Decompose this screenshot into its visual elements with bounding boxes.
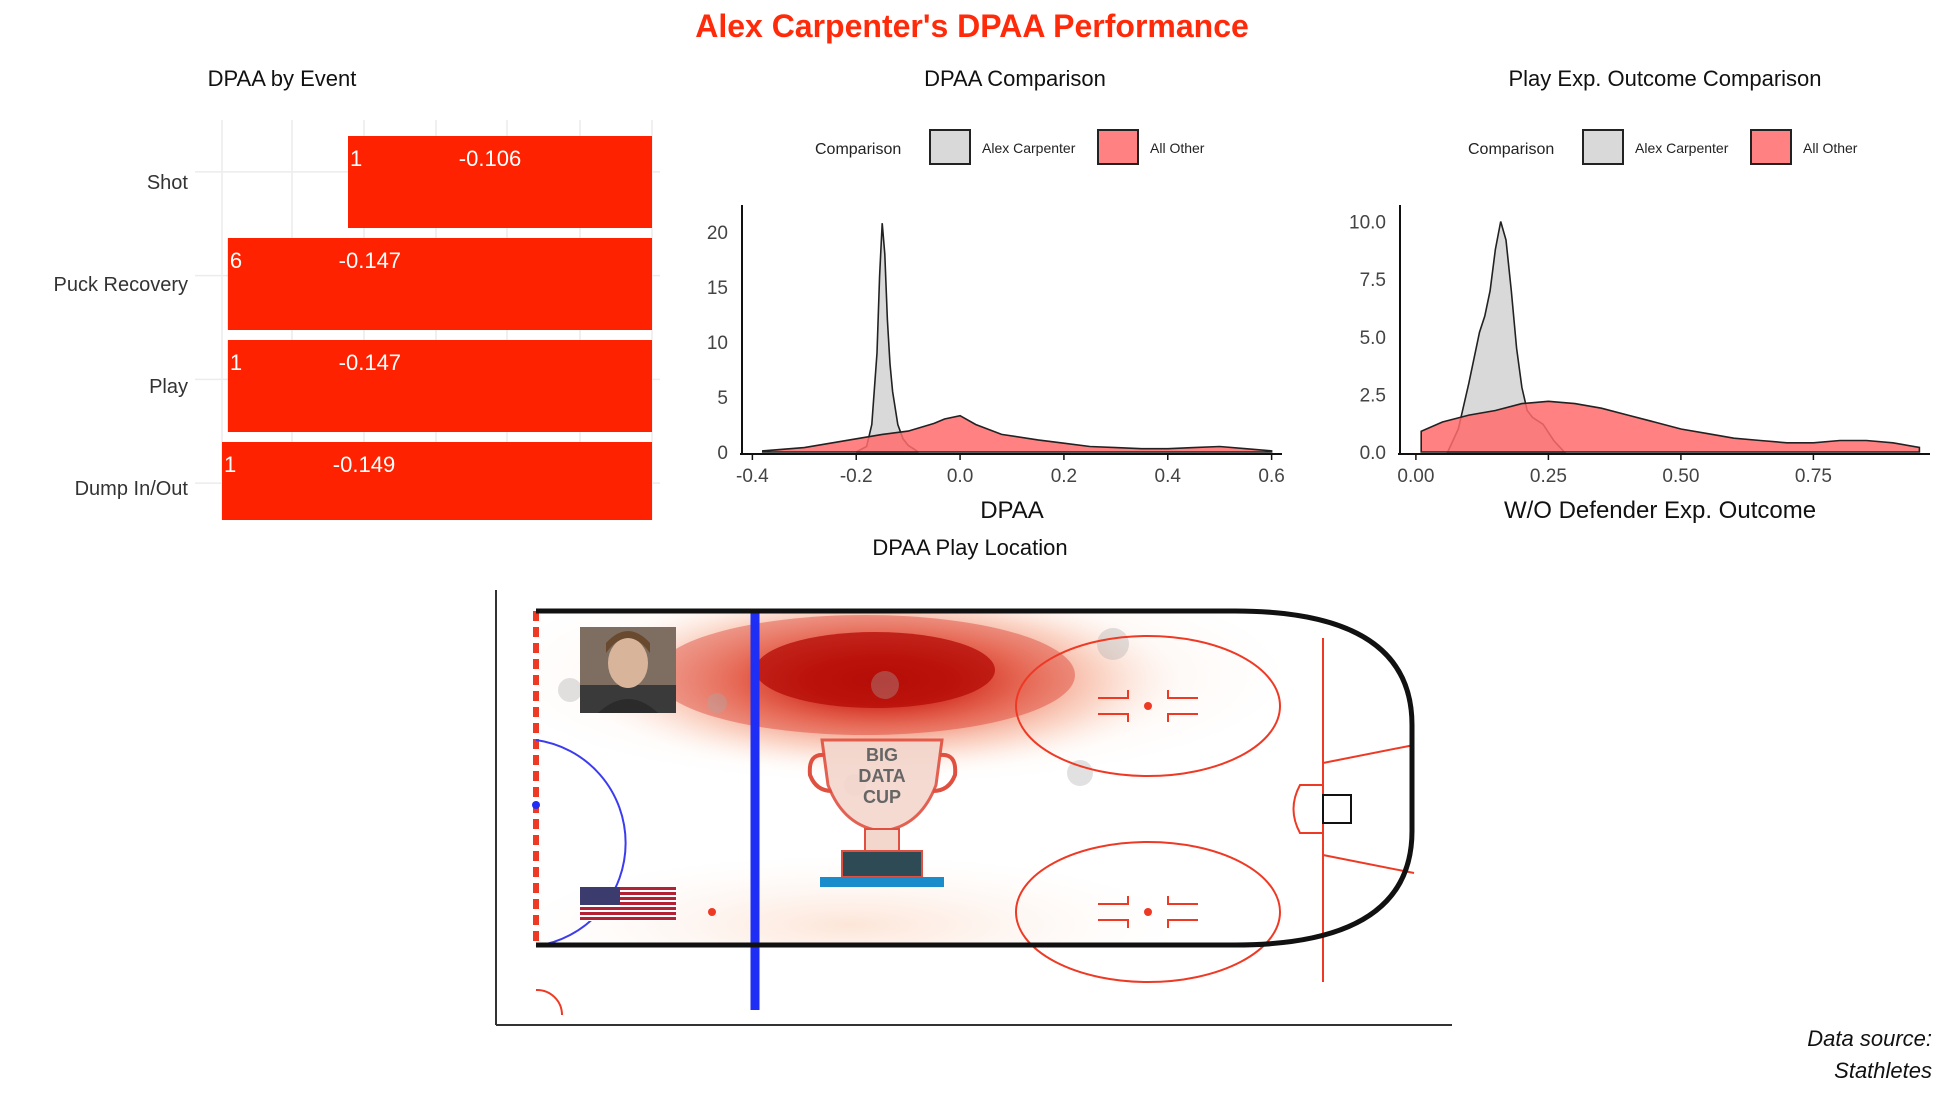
logo-text-data: DATA <box>858 766 905 786</box>
density-y-tick-label: 2.5 <box>1360 385 1386 406</box>
bar-value-label: -0.106 <box>459 146 521 171</box>
event-dot <box>1097 628 1129 660</box>
bar-dump-in-out <box>222 442 652 520</box>
density-chart-play-exp-outcome: Play Exp. Outcome Comparison Comparison A… <box>1349 66 1930 524</box>
density1-plot: -0.4 -0.2 0.0 0.2 0.4 0.6 0 5 10 15 20 <box>707 205 1285 487</box>
density-y-tick-label: 5 <box>717 388 728 409</box>
density-x-tick-label: 0.50 <box>1662 466 1699 487</box>
bar-count-label: 1 <box>224 452 236 477</box>
bar-value-label: -0.147 <box>339 248 401 273</box>
bar-count-label: 1 <box>350 146 362 171</box>
density-x-tick-label: -0.2 <box>840 466 873 487</box>
player-photo <box>580 627 676 713</box>
density-y-tick-label: 10.0 <box>1349 213 1386 234</box>
bar-puck-recovery <box>227 238 652 330</box>
density-area-all-other <box>761 414 1273 453</box>
logo-text-cup: CUP <box>863 787 901 807</box>
density2-plot: 0.00 0.25 0.50 0.75 0.0 2.5 5.0 7.5 10.0 <box>1349 205 1930 487</box>
trapezoid-bottom <box>1322 854 1415 874</box>
rink-boards <box>536 608 1415 948</box>
legend-label: Alex Carpenter <box>1635 140 1729 156</box>
density-area-all-other <box>1420 400 1921 453</box>
trapezoid-top <box>1322 744 1415 764</box>
legend-title: Comparison <box>815 141 901 158</box>
faceoff-circle-top <box>1015 635 1281 777</box>
rink-title: DPAA Play Location <box>872 535 1067 560</box>
legend-key-alex-carpenter <box>929 129 971 165</box>
density1-x-axis-label: DPAA <box>980 497 1044 524</box>
legend-label: Alex Carpenter <box>982 140 1076 156</box>
legend-key-all-other <box>1750 129 1792 165</box>
bar-play <box>227 340 652 432</box>
bar-chart-title: DPAA by Event <box>208 66 357 91</box>
event-dot <box>707 693 727 713</box>
usa-flag-icon <box>580 887 676 921</box>
density2-x-axis-label: W/O Defender Exp. Outcome <box>1504 497 1816 524</box>
center-dot <box>532 801 540 809</box>
density-x-tick-label: 0.2 <box>1051 466 1077 487</box>
goal-crease <box>1292 784 1323 834</box>
bar-count-label: 1 <box>230 350 242 375</box>
data-source-label: Data source: <box>1807 1026 1932 1051</box>
density-y-tick-label: 20 <box>707 223 728 244</box>
bar-value-label: -0.149 <box>333 452 395 477</box>
bar-category-label: Play <box>149 376 188 398</box>
density-x-tick-label: -0.4 <box>736 466 769 487</box>
density-x-tick-label: 0.0 <box>947 466 973 487</box>
legend-key-alex-carpenter <box>1582 129 1624 165</box>
density-x-tick-label: 0.75 <box>1795 466 1832 487</box>
density-hotspot-mid <box>655 615 1075 735</box>
center-circle-arc <box>535 739 627 947</box>
rink-density-layer <box>536 611 1412 1005</box>
event-dot <box>871 671 899 699</box>
rink-heatmap-play-location: DPAA Play Location <box>495 535 1452 1026</box>
corner-arc <box>535 988 563 1016</box>
density-y-tick-label: 7.5 <box>1360 270 1386 291</box>
bar-category-label: Shot <box>147 172 189 194</box>
density-x-tick-label: 0.6 <box>1258 466 1284 487</box>
legend-label: All Other <box>1803 140 1858 156</box>
bar-count-label: 6 <box>230 248 242 273</box>
legend-key-all-other <box>1097 129 1139 165</box>
neutral-zone-dot <box>708 908 716 916</box>
density1-legend: Comparison Alex Carpenter All Other <box>815 129 1205 165</box>
data-source-name: Stathletes <box>1834 1058 1932 1083</box>
event-dot <box>1067 760 1093 786</box>
event-dot <box>790 980 814 1004</box>
faceoff-circle-bottom <box>1015 841 1281 983</box>
event-dot <box>558 678 582 702</box>
density-x-tick-label: 0.00 <box>1397 466 1434 487</box>
density-area-alex-carpenter <box>855 223 919 453</box>
legend-title: Comparison <box>1468 141 1554 158</box>
density-hotspot-core <box>755 632 995 708</box>
density-y-tick-label: 5.0 <box>1360 328 1386 349</box>
bar-chart-dpaa-by-event: DPAA by Event Shot 1 -0.106 Puck Recovery 6 -… <box>54 66 660 520</box>
bar-shot <box>348 136 652 228</box>
density-x-tick-label: 0.4 <box>1155 466 1182 487</box>
density2-legend: Comparison Alex Carpenter All Other <box>1468 129 1858 165</box>
density-chart-dpaa-comparison: DPAA Comparison Comparison Alex Carpenter… <box>707 66 1285 524</box>
chart-main-title: Alex Carpenter's DPAA Performance <box>695 8 1249 44</box>
bar-chart-bars: Shot 1 -0.106 Puck Recovery 6 -0.147 Play 1 -0.1… <box>54 136 652 520</box>
legend-label: All Other <box>1150 140 1205 156</box>
bar-category-label: Dump In/Out <box>75 478 189 500</box>
density2-title: Play Exp. Outcome Comparison <box>1508 66 1821 91</box>
bar-category-label: Puck Recovery <box>54 274 189 296</box>
goal-net <box>1322 794 1352 824</box>
density-y-tick-label: 0 <box>717 443 728 464</box>
bar-value-label: -0.147 <box>339 350 401 375</box>
density-y-tick-label: 10 <box>707 333 728 354</box>
density-y-tick-label: 0.0 <box>1360 443 1386 464</box>
big-data-cup-logo: BIG DATA CUP <box>807 738 958 887</box>
logo-text-big: BIG <box>866 745 898 765</box>
density-y-tick-label: 15 <box>707 278 728 299</box>
density1-title: DPAA Comparison <box>924 66 1106 91</box>
density-bottom-band <box>536 855 1180 945</box>
data-source-credit: Data source: Stathletes <box>1807 1023 1932 1087</box>
event-dot <box>1021 977 1049 1005</box>
density-x-tick-label: 0.25 <box>1530 466 1567 487</box>
